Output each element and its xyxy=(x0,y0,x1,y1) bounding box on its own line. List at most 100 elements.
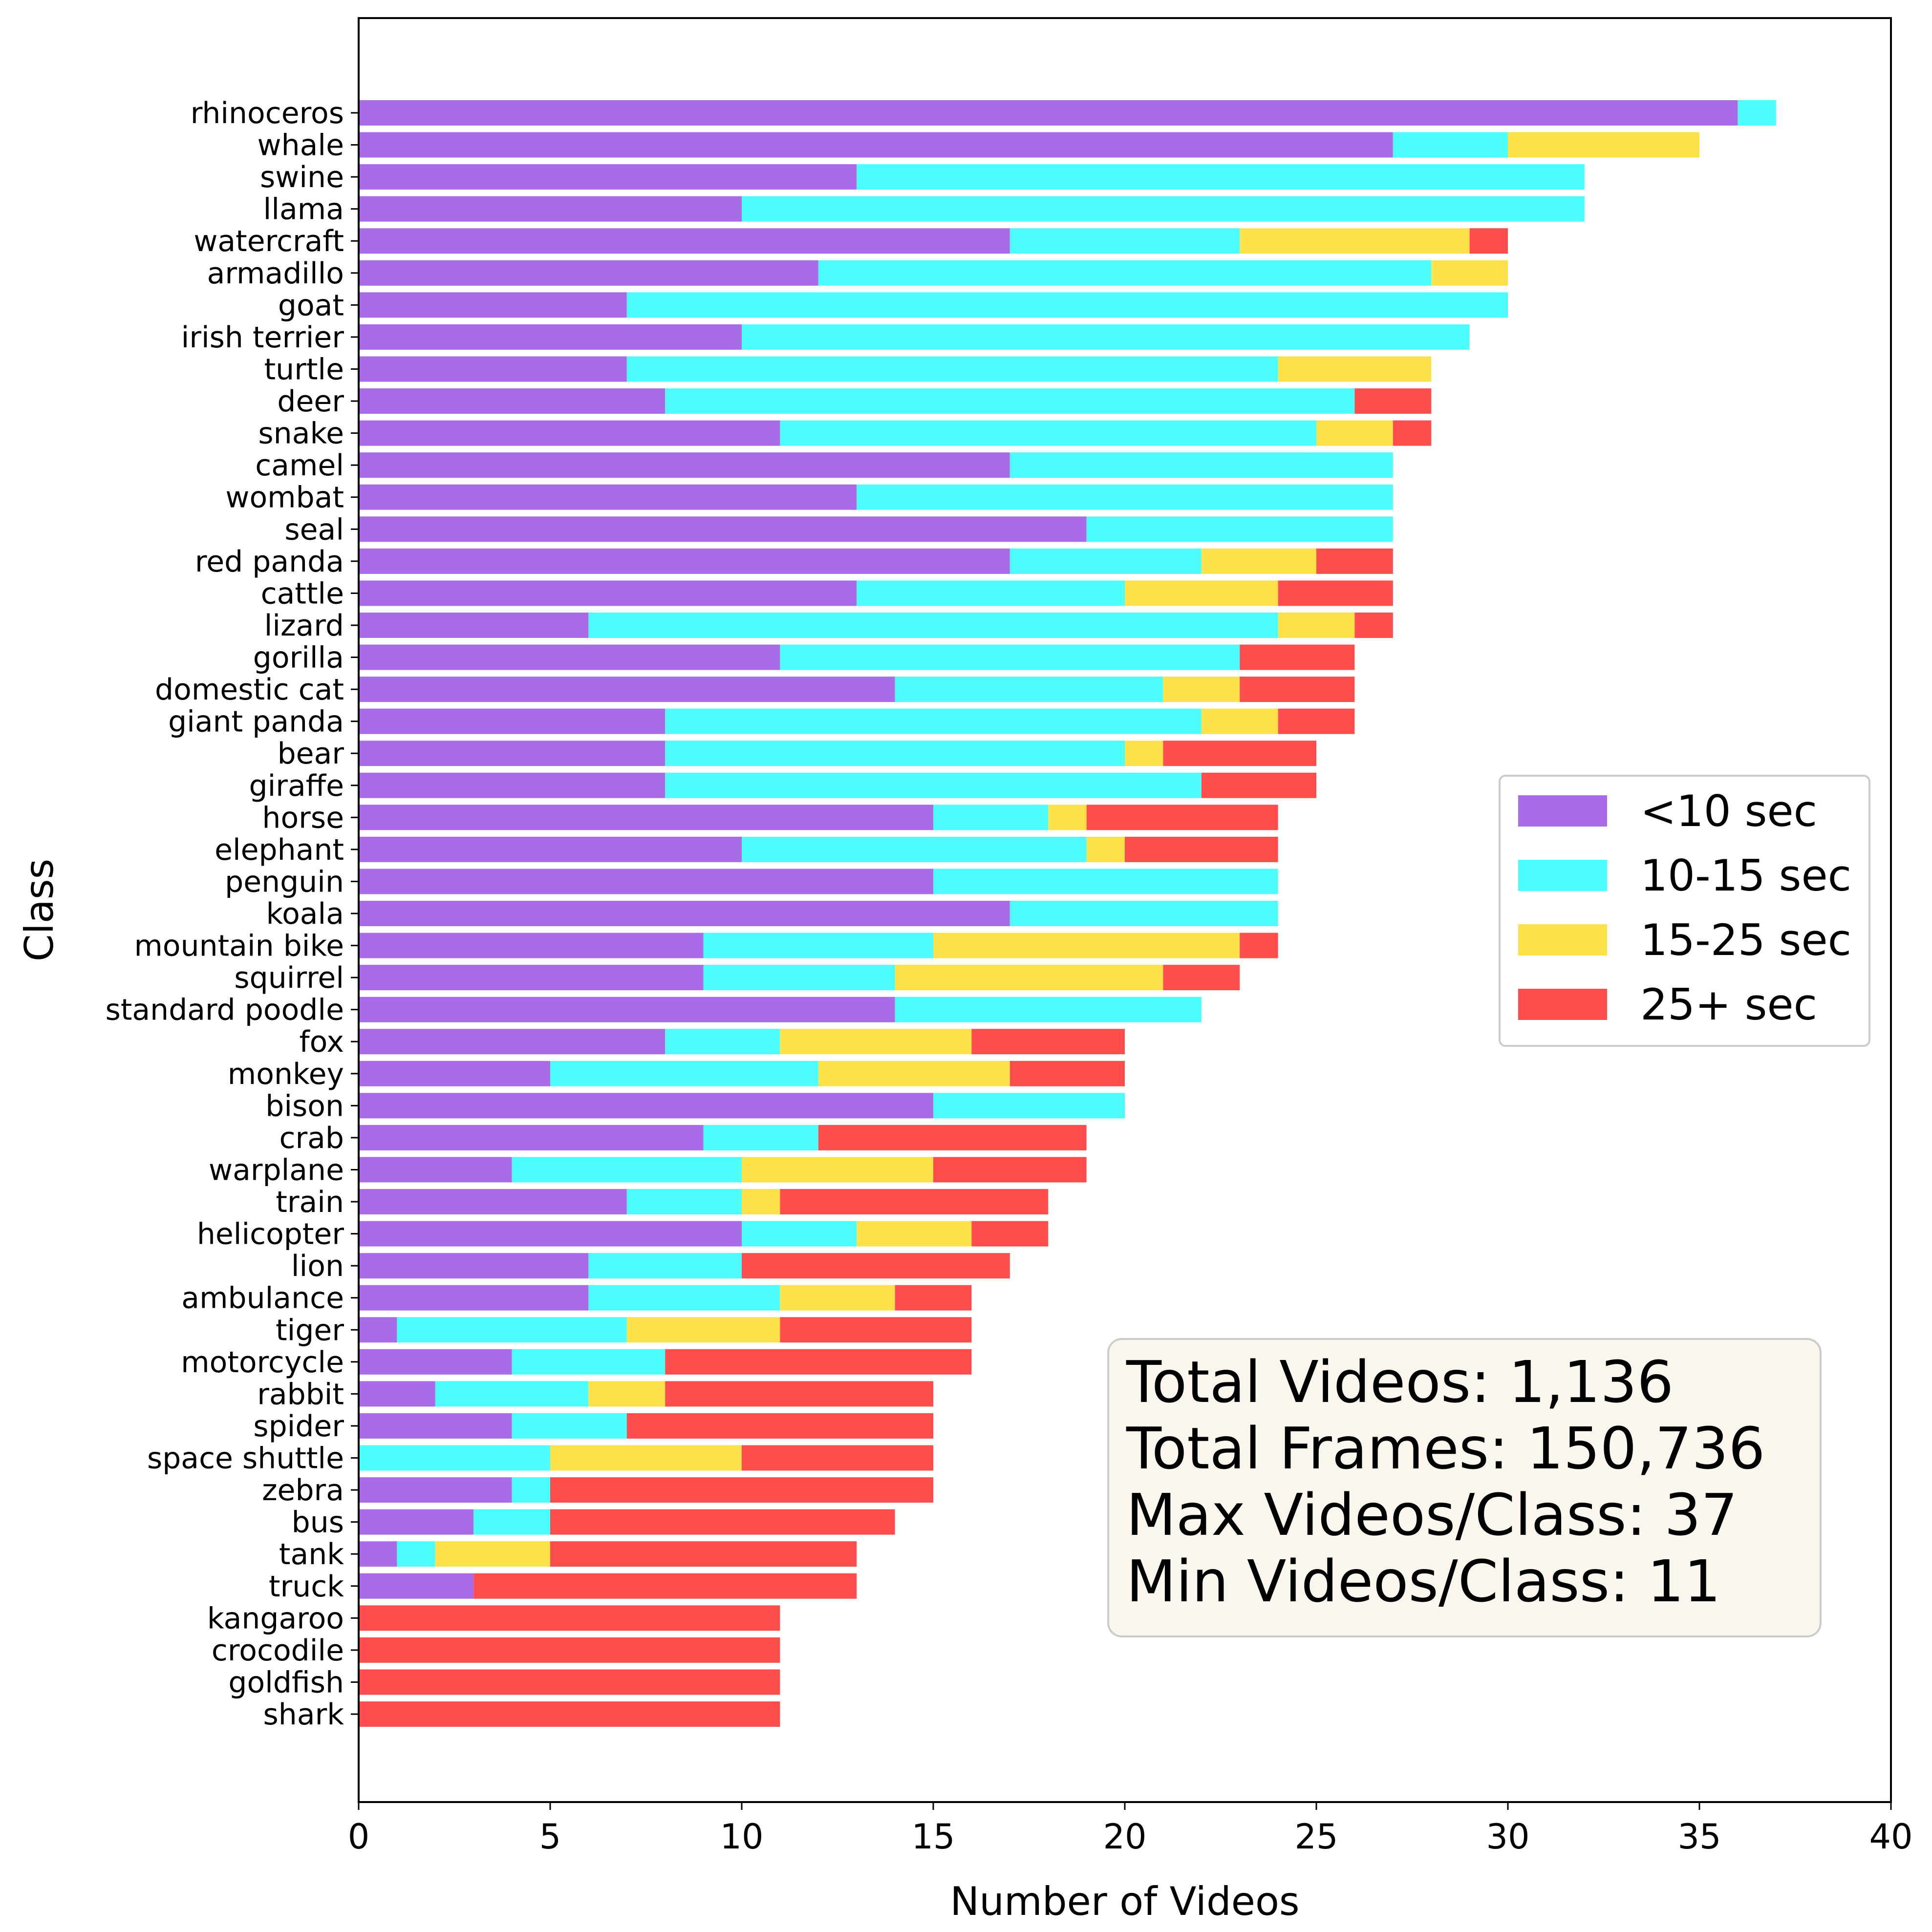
x-tick-label-35: 35 xyxy=(1677,1817,1721,1857)
bar-monkey-10-sec xyxy=(359,1061,550,1086)
bar-deer-10-sec xyxy=(359,388,665,414)
y-tick-label-goldfish: goldfish xyxy=(228,1665,344,1699)
bar-deer-10-15-sec xyxy=(665,388,1355,414)
bar-red-panda-25-sec xyxy=(1316,548,1393,574)
bar-whale-10-sec xyxy=(359,132,1393,158)
bar-goat-10-15-sec xyxy=(626,292,1508,318)
y-tick-label-llama: llama xyxy=(263,192,344,227)
legend-label-10-15-sec: 10-15 sec xyxy=(1640,850,1851,901)
bar-crab-25-sec xyxy=(818,1125,1087,1150)
y-tick-label-cattle: cattle xyxy=(261,576,344,611)
bar-rabbit-10-sec xyxy=(359,1381,435,1407)
bar-gorilla-25-sec xyxy=(1240,644,1355,670)
bar-camel-10-sec xyxy=(359,452,1010,478)
x-tick-label-20: 20 xyxy=(1103,1817,1146,1857)
bar-fox-25-sec xyxy=(971,1029,1125,1055)
x-tick-label-10: 10 xyxy=(720,1817,763,1857)
y-tick-label-bison: bison xyxy=(265,1089,344,1123)
bar-turtle-15-25-sec xyxy=(1278,356,1432,382)
bar-mountain-bike-10-sec xyxy=(359,933,704,958)
bar-warplane-10-sec xyxy=(359,1157,512,1183)
legend: <10 sec 10-15 sec 15-25 sec 25+ sec xyxy=(1499,775,1870,1047)
bar-motorcycle-25-sec xyxy=(665,1349,972,1375)
bar-mountain-bike-25-sec xyxy=(1240,933,1278,958)
bar-red-panda-15-25-sec xyxy=(1201,548,1316,574)
bar-bear-25-sec xyxy=(1163,741,1316,766)
x-axis-title: Number of Videos xyxy=(950,1879,1299,1924)
stats-line-4: Min Videos/Class: 11 xyxy=(1126,1548,1721,1615)
bar-monkey-10-15-sec xyxy=(550,1061,818,1086)
bar-squirrel-15-25-sec xyxy=(895,965,1163,991)
x-tick-label-25: 25 xyxy=(1294,1817,1338,1857)
bar-squirrel-25-sec xyxy=(1163,965,1240,991)
bar-space-shuttle-15-25-sec xyxy=(550,1445,742,1471)
bar-fox-15-25-sec xyxy=(780,1029,972,1055)
bar-tank-15-25-sec xyxy=(435,1541,550,1567)
bar-camel-10-15-sec xyxy=(1009,452,1393,478)
bar-swine-10-sec xyxy=(359,164,857,190)
bar-lizard-15-25-sec xyxy=(1278,612,1355,638)
y-tick-label-rabbit: rabbit xyxy=(257,1377,344,1411)
bar-squirrel-10-15-sec xyxy=(703,965,895,991)
bar-fox-10-sec xyxy=(359,1029,665,1055)
bar-whale-15-25-sec xyxy=(1508,132,1699,158)
bar-lizard-10-15-sec xyxy=(588,612,1278,638)
bar-turtle-10-15-sec xyxy=(626,356,1278,382)
y-tick-label-space-shuttle: space shuttle xyxy=(147,1442,344,1476)
bar-elephant-25-sec xyxy=(1125,836,1278,862)
y-tick-label-helicopter: helicopter xyxy=(197,1217,344,1252)
bar-swine-10-15-sec xyxy=(857,164,1585,190)
y-tick-label-tiger: tiger xyxy=(276,1313,344,1347)
bar-cattle-10-15-sec xyxy=(857,580,1125,606)
bar-watercraft-10-15-sec xyxy=(1009,228,1240,254)
stats-line-2: Total Frames: 150,736 xyxy=(1126,1415,1765,1482)
bar-train-25-sec xyxy=(780,1189,1049,1215)
y-tick-label-horse: horse xyxy=(262,801,344,835)
bar-armadillo-10-15-sec xyxy=(818,260,1432,286)
y-axis-title: Class xyxy=(17,859,62,961)
bar-spider-25-sec xyxy=(626,1413,933,1439)
y-tick-label-squirrel: squirrel xyxy=(234,961,344,995)
bar-giraffe-25-sec xyxy=(1201,772,1316,798)
bar-lion-10-15-sec xyxy=(588,1253,742,1279)
y-tick-label-lion: lion xyxy=(291,1249,344,1283)
bar-cattle-25-sec xyxy=(1278,580,1393,606)
bar-giant-panda-10-sec xyxy=(359,708,665,734)
bar-zebra-25-sec xyxy=(550,1477,933,1503)
bar-gorilla-10-15-sec xyxy=(780,644,1240,670)
bar-horse-25-sec xyxy=(1086,805,1278,830)
bar-elephant-10-15-sec xyxy=(742,836,1087,862)
bar-elephant-10-sec xyxy=(359,836,742,862)
bar-penguin-10-sec xyxy=(359,869,933,894)
y-tick-label-warplane: warplane xyxy=(209,1153,344,1187)
y-tick-label-giraffe: giraffe xyxy=(249,769,344,803)
bar-snake-15-25-sec xyxy=(1316,420,1393,446)
bar-motorcycle-10-sec xyxy=(359,1349,512,1375)
bar-llama-10-sec xyxy=(359,196,742,222)
y-tick-label-monkey: monkey xyxy=(228,1057,344,1091)
bar-helicopter-10-sec xyxy=(359,1221,742,1247)
bar-space-shuttle-10-15-sec xyxy=(359,1445,550,1471)
bar-ambulance-15-25-sec xyxy=(780,1285,895,1311)
y-tick-label-snake: snake xyxy=(258,417,344,451)
bar-truck-10-sec xyxy=(359,1573,474,1599)
bar-whale-10-15-sec xyxy=(1393,132,1508,158)
legend-swatch-10-15-sec xyxy=(1518,860,1607,891)
bar-watercraft-25-sec xyxy=(1469,228,1508,254)
bar-domestic-cat-15-25-sec xyxy=(1163,677,1240,702)
bar-crocodile-25-sec xyxy=(359,1637,780,1663)
bar-space-shuttle-25-sec xyxy=(742,1445,933,1471)
bar-standard-poodle-10-sec xyxy=(359,997,895,1022)
stats-box-frame xyxy=(1107,1338,1822,1637)
bar-ambulance-10-sec xyxy=(359,1285,589,1311)
legend-swatch-15-25-sec xyxy=(1518,924,1607,955)
y-tick-label-giant-panda: giant panda xyxy=(168,705,344,739)
y-tick-label-bear: bear xyxy=(278,737,344,771)
bar-mountain-bike-10-15-sec xyxy=(703,933,933,958)
bar-giraffe-10-sec xyxy=(359,772,665,798)
bar-mountain-bike-15-25-sec xyxy=(933,933,1240,958)
bar-warplane-10-15-sec xyxy=(512,1157,742,1183)
y-tick-label-train: train xyxy=(276,1185,344,1219)
